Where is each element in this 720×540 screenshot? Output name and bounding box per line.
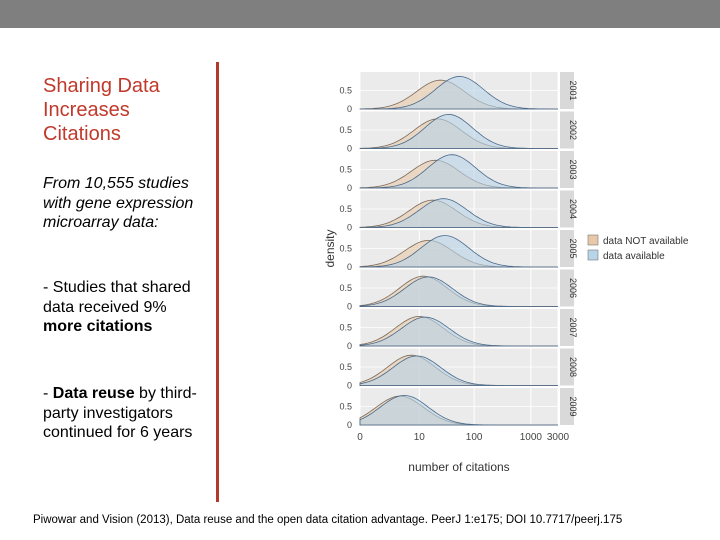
y-tick-2005-0-5: 0.5	[339, 244, 352, 254]
strip-2003	[560, 151, 574, 188]
strip-2008	[560, 348, 574, 386]
strip-label-2007: 2007	[568, 317, 578, 337]
strip-2007	[560, 309, 574, 346]
y-tick-2002-0: 0	[347, 144, 352, 154]
y-tick-2006-0: 0	[347, 302, 352, 312]
y-tick-2005-0: 0	[347, 262, 352, 272]
x-tick-4: 3000	[547, 432, 570, 443]
x-tick-2: 100	[466, 432, 483, 443]
strip-label-2005: 2005	[568, 238, 578, 258]
strip-2009	[560, 388, 574, 425]
legend-label-0: data NOT available	[603, 236, 689, 247]
y-tick-2007-0: 0	[347, 341, 352, 351]
y-tick-2008-0: 0	[347, 381, 352, 391]
density-available-2001	[360, 75, 558, 110]
y-axis-label: density	[323, 229, 337, 267]
strip-label-2009: 2009	[568, 396, 578, 416]
strip-2002	[560, 111, 574, 149]
strip-2005	[560, 230, 574, 267]
slide-title: Sharing Data Increases Citations	[43, 75, 160, 145]
y-tick-2001-0-5: 0.5	[339, 86, 352, 96]
strip-label-2001: 2001	[568, 80, 578, 100]
density-available-2004	[359, 198, 558, 228]
density-available-2007	[359, 316, 558, 347]
point-one-bold: more citations	[43, 318, 153, 335]
point-two-prefix: -	[43, 385, 53, 402]
y-tick-2006-0-5: 0.5	[339, 283, 352, 293]
y-tick-2004-0-5: 0.5	[339, 204, 352, 214]
divider-line	[216, 62, 219, 502]
point-one-prefix: - Studies that shared data received 9%	[43, 279, 191, 316]
point-two: - Data reuse by third-party investigator…	[43, 384, 203, 443]
strip-label-2008: 2008	[568, 357, 578, 377]
y-tick-2007-0-5: 0.5	[339, 323, 352, 333]
y-tick-2009-0: 0	[347, 420, 352, 430]
density-available-2008	[359, 355, 558, 386]
density-available-2002	[359, 114, 558, 149]
legend-swatch-0	[587, 234, 599, 246]
top-bar	[0, 0, 720, 28]
point-two-bold: Data reuse	[52, 385, 135, 402]
legend-swatch-1	[587, 249, 599, 261]
density-available-2006	[359, 276, 558, 307]
strip-2006	[560, 269, 574, 307]
strip-label-2002: 2002	[568, 120, 578, 140]
density-available-2005	[359, 235, 558, 268]
citation: Piwowar and Vision (2013), Data reuse an…	[33, 514, 623, 526]
point-one: - Studies that shared data received 9% m…	[43, 278, 203, 337]
intro-text: From 10,555 studies with gene expression…	[43, 175, 194, 231]
density-chart: 0.5 0 2001 0.5 0 2002 0.5 0 2003 0.5 0 2004 0.5 0 2005…	[323, 72, 689, 474]
strip-2004	[560, 190, 574, 228]
density-available-2009	[359, 394, 558, 426]
point-two-suffix: by third-party investigators continued f…	[43, 385, 197, 441]
x-axis-label: number of citations	[408, 460, 509, 474]
strip-label-2004: 2004	[568, 199, 578, 219]
y-tick-2004-0: 0	[347, 223, 352, 233]
x-tick-3: 1000	[520, 432, 543, 443]
strip-label-2003: 2003	[568, 159, 578, 179]
x-tick-0: 0	[357, 432, 363, 443]
y-tick-2003-0-5: 0.5	[339, 165, 352, 175]
y-tick-2002-0-5: 0.5	[339, 125, 352, 135]
y-tick-2001-0: 0	[347, 104, 352, 114]
y-tick-2008-0-5: 0.5	[339, 362, 352, 372]
y-tick-2003-0: 0	[347, 183, 352, 193]
density-available-2003	[360, 154, 558, 189]
x-tick-1: 10	[414, 432, 426, 443]
strip-label-2006: 2006	[568, 278, 578, 298]
y-tick-2009-0-5: 0.5	[339, 402, 352, 412]
legend-label-1: data available	[603, 251, 665, 262]
strip-2001	[560, 72, 574, 109]
